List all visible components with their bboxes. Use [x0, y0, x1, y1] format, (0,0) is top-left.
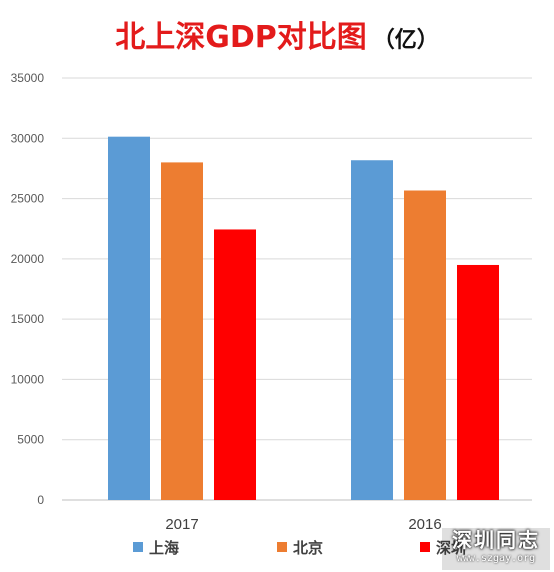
y-tick-label: 10000	[11, 372, 45, 386]
watermark-logo: 深圳同志 www.szgay.org	[442, 528, 550, 570]
y-tick-label: 20000	[11, 252, 45, 266]
y-tick-label: 30000	[11, 131, 45, 145]
legend-swatch	[420, 542, 430, 552]
legend-label: 上海	[149, 539, 179, 557]
legend: 上海 北京 深圳	[133, 539, 466, 557]
bars	[108, 136, 499, 501]
y-tick-label: 0	[37, 493, 44, 507]
chart-title-main: 北上深GDP对比图	[115, 20, 367, 55]
y-tick-label: 25000	[11, 192, 45, 206]
legend-swatch	[277, 542, 287, 552]
bar-北京-2016	[404, 190, 446, 501]
y-tick-label: 35000	[11, 71, 45, 85]
bar-上海-2017	[108, 136, 150, 500]
chart-title: 北上深GDP对比图 （亿）	[0, 12, 554, 56]
bar-北京-2017	[161, 162, 203, 500]
watermark-brand: 深圳同志	[452, 528, 540, 552]
x-category-label: 2017	[165, 516, 198, 533]
bar-深圳-2016	[457, 264, 499, 500]
watermark-url: www.szgay.org	[456, 553, 536, 564]
bar-深圳-2017	[214, 229, 256, 500]
y-tick-label: 5000	[17, 433, 44, 447]
x-category-label: 2016	[408, 516, 441, 533]
bar-上海-2016	[351, 160, 393, 501]
legend-label: 深圳	[436, 539, 466, 557]
x-axis-categories: 2017 2016	[165, 516, 441, 533]
y-tick-label: 15000	[11, 312, 45, 326]
legend-swatch	[133, 542, 143, 552]
y-axis-ticks: 0 5000 10000 15000 20000 25000 30000 35000	[11, 71, 45, 507]
chart-title-unit: （亿）	[372, 28, 439, 53]
legend-label: 北京	[293, 539, 323, 557]
